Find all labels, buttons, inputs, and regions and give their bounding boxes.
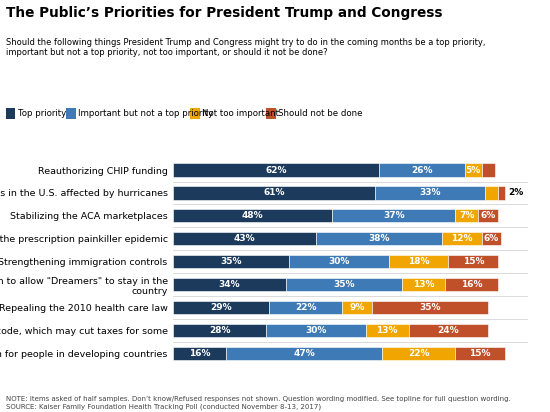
- Text: 15%: 15%: [463, 257, 484, 266]
- Text: 22%: 22%: [295, 303, 317, 312]
- Text: Should the following things President Trump and Congress might try to do in the : Should the following things President Tr…: [6, 38, 485, 57]
- Text: 22%: 22%: [408, 349, 430, 358]
- Text: 2%: 2%: [508, 188, 524, 197]
- Bar: [289, 255, 389, 268]
- Bar: [402, 278, 445, 291]
- Bar: [482, 164, 495, 177]
- Bar: [448, 255, 498, 268]
- Text: 30%: 30%: [305, 326, 327, 335]
- Text: 62%: 62%: [265, 166, 287, 175]
- Text: 9%: 9%: [350, 303, 365, 312]
- Text: 18%: 18%: [408, 257, 430, 266]
- Text: 28%: 28%: [209, 326, 230, 335]
- Text: 16%: 16%: [189, 349, 211, 358]
- Bar: [482, 232, 502, 246]
- Bar: [485, 186, 498, 199]
- Bar: [270, 301, 342, 314]
- Text: Should not be done: Should not be done: [278, 109, 362, 118]
- Bar: [286, 278, 402, 291]
- Text: 30%: 30%: [328, 257, 350, 266]
- Bar: [498, 186, 505, 199]
- Text: Important but not a top priority: Important but not a top priority: [78, 109, 213, 118]
- Text: 35%: 35%: [420, 303, 441, 312]
- Bar: [379, 164, 465, 177]
- Text: 26%: 26%: [411, 166, 433, 175]
- Bar: [173, 278, 286, 291]
- Text: 48%: 48%: [242, 211, 263, 220]
- Bar: [173, 209, 332, 222]
- Text: The Public’s Priorities for President Trump and Congress: The Public’s Priorities for President Tr…: [6, 6, 442, 20]
- Text: 47%: 47%: [293, 349, 315, 358]
- Text: 37%: 37%: [383, 211, 405, 220]
- Bar: [478, 209, 498, 222]
- Text: 16%: 16%: [461, 280, 482, 289]
- Text: 6%: 6%: [484, 234, 499, 243]
- Bar: [316, 232, 442, 246]
- Text: 38%: 38%: [368, 234, 389, 243]
- Text: 29%: 29%: [211, 303, 232, 312]
- Text: 34%: 34%: [219, 280, 240, 289]
- Bar: [173, 164, 379, 177]
- Text: 7%: 7%: [459, 211, 474, 220]
- Text: 13%: 13%: [413, 280, 435, 289]
- Bar: [266, 324, 366, 337]
- Text: 35%: 35%: [221, 257, 242, 266]
- Bar: [173, 346, 226, 360]
- Text: 43%: 43%: [234, 234, 255, 243]
- Bar: [389, 255, 448, 268]
- Text: Top priority: Top priority: [18, 109, 66, 118]
- Text: 5%: 5%: [466, 166, 481, 175]
- Bar: [455, 346, 505, 360]
- Bar: [376, 186, 485, 199]
- Bar: [366, 324, 409, 337]
- Text: 15%: 15%: [469, 349, 491, 358]
- Bar: [382, 346, 455, 360]
- Bar: [455, 209, 478, 222]
- Text: 61%: 61%: [263, 188, 285, 197]
- Text: 12%: 12%: [451, 234, 472, 243]
- Bar: [173, 255, 289, 268]
- Text: 24%: 24%: [438, 326, 459, 335]
- Bar: [173, 232, 316, 246]
- Bar: [442, 232, 482, 246]
- Bar: [465, 164, 482, 177]
- Text: 13%: 13%: [376, 326, 398, 335]
- Bar: [342, 301, 372, 314]
- Bar: [173, 186, 376, 199]
- Bar: [173, 324, 266, 337]
- Bar: [372, 301, 488, 314]
- Bar: [226, 346, 382, 360]
- Text: 6%: 6%: [481, 211, 496, 220]
- Bar: [409, 324, 488, 337]
- Bar: [332, 209, 455, 222]
- Text: Not too important: Not too important: [202, 109, 279, 118]
- Text: NOTE: Items asked of half samples. Don’t know/Refused responses not shown. Quest: NOTE: Items asked of half samples. Don’t…: [6, 396, 510, 410]
- Bar: [445, 278, 498, 291]
- Text: 33%: 33%: [420, 188, 441, 197]
- Bar: [173, 301, 270, 314]
- Text: 35%: 35%: [333, 280, 355, 289]
